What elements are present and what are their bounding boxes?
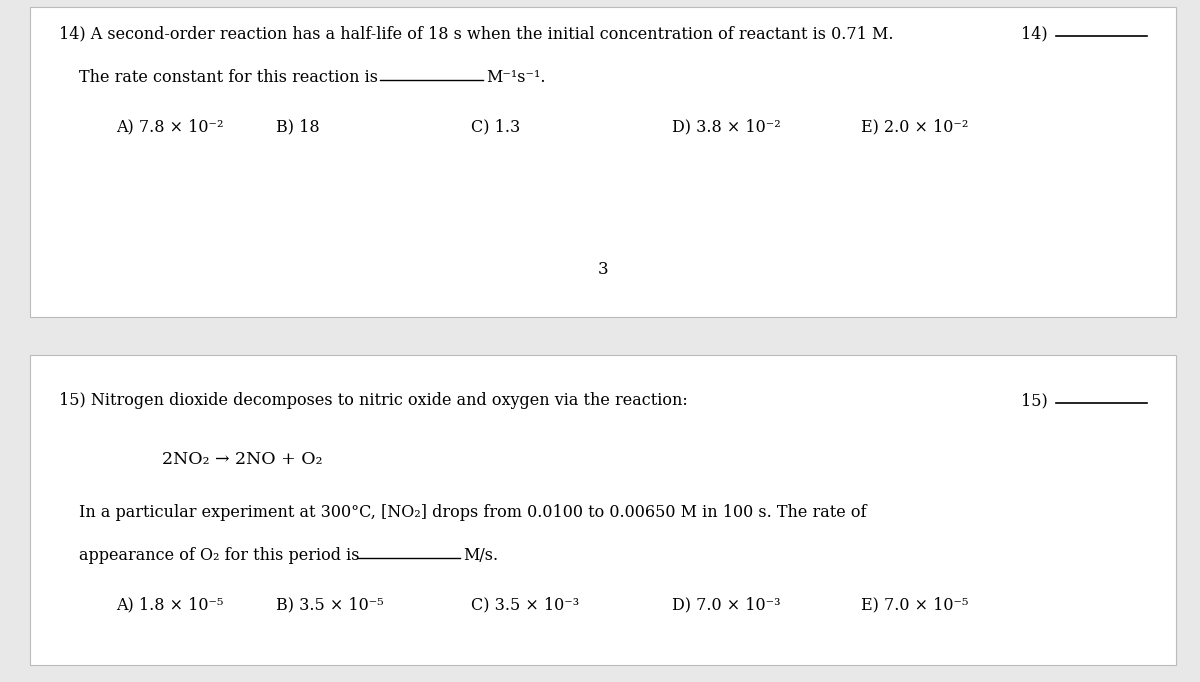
Text: D) 3.8 × 10⁻²: D) 3.8 × 10⁻² [672, 119, 780, 136]
Text: E) 2.0 × 10⁻²: E) 2.0 × 10⁻² [860, 119, 968, 136]
Text: 15) Nitrogen dioxide decomposes to nitric oxide and oxygen via the reaction:: 15) Nitrogen dioxide decomposes to nitri… [59, 392, 688, 409]
Text: D) 7.0 × 10⁻³: D) 7.0 × 10⁻³ [672, 597, 780, 614]
Text: The rate constant for this reaction is: The rate constant for this reaction is [79, 69, 378, 86]
Text: In a particular experiment at 300°C, [NO₂] drops from 0.0100 to 0.00650 M in 100: In a particular experiment at 300°C, [NO… [79, 503, 866, 520]
Text: A) 1.8 × 10⁻⁵: A) 1.8 × 10⁻⁵ [116, 597, 223, 614]
Text: A) 7.8 × 10⁻²: A) 7.8 × 10⁻² [116, 119, 223, 136]
Text: B) 3.5 × 10⁻⁵: B) 3.5 × 10⁻⁵ [276, 597, 384, 614]
Text: C) 3.5 × 10⁻³: C) 3.5 × 10⁻³ [472, 597, 580, 614]
Text: E) 7.0 × 10⁻⁵: E) 7.0 × 10⁻⁵ [860, 597, 968, 614]
Text: M⁻¹s⁻¹.: M⁻¹s⁻¹. [486, 69, 546, 86]
Text: 14) A second-order reaction has a half-life of 18 s when the initial concentrati: 14) A second-order reaction has a half-l… [59, 25, 893, 42]
Text: 3: 3 [598, 261, 608, 278]
FancyBboxPatch shape [30, 355, 1176, 665]
Text: B) 18: B) 18 [276, 119, 320, 136]
Text: 2NO₂ → 2NO + O₂: 2NO₂ → 2NO + O₂ [162, 451, 323, 468]
Text: 15): 15) [1021, 392, 1048, 409]
Text: appearance of O₂ for this period is: appearance of O₂ for this period is [79, 547, 360, 564]
Text: C) 1.3: C) 1.3 [472, 119, 521, 136]
FancyBboxPatch shape [30, 7, 1176, 317]
Text: M/s.: M/s. [463, 547, 498, 564]
Text: 14): 14) [1021, 25, 1048, 42]
